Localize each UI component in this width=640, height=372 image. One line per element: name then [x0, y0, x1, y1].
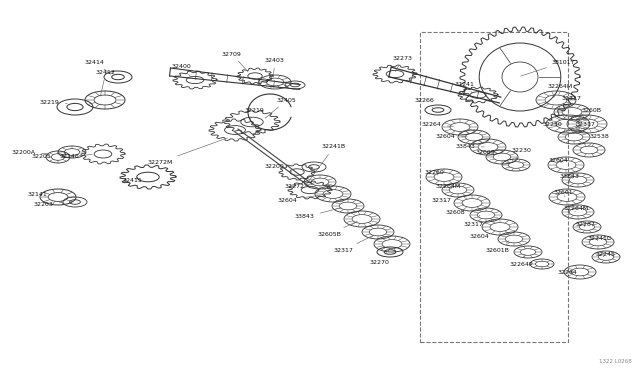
Text: 32264: 32264 — [558, 269, 578, 275]
Text: 32264M: 32264M — [564, 206, 589, 212]
Text: 32317: 32317 — [573, 122, 596, 134]
Text: 32317: 32317 — [464, 215, 484, 227]
Text: 32200A: 32200A — [12, 150, 47, 154]
Text: 32219: 32219 — [40, 99, 67, 105]
Text: 32264P: 32264P — [510, 255, 534, 267]
Text: 32266: 32266 — [415, 97, 435, 109]
Text: 32219: 32219 — [245, 108, 265, 120]
Text: 32604: 32604 — [470, 227, 490, 238]
Text: 33843: 33843 — [560, 173, 580, 179]
Text: 32264M: 32264M — [548, 84, 573, 98]
Text: 1322 L0268: 1322 L0268 — [599, 359, 632, 364]
Text: 32264: 32264 — [422, 122, 453, 126]
Text: 33843: 33843 — [456, 144, 484, 148]
Text: 32601: 32601 — [554, 190, 573, 197]
Text: 32146: 32146 — [60, 154, 92, 160]
Text: 32287: 32287 — [576, 221, 596, 227]
Text: 32260: 32260 — [425, 170, 445, 175]
Text: 32317: 32317 — [432, 198, 452, 202]
Text: 32272: 32272 — [285, 183, 316, 189]
Text: 32241B: 32241B — [307, 144, 346, 184]
Text: 32414: 32414 — [85, 60, 111, 74]
Text: 32264M: 32264M — [436, 183, 461, 189]
Text: 32608: 32608 — [446, 204, 466, 215]
Text: 32203: 32203 — [34, 202, 62, 206]
Text: 32400: 32400 — [172, 64, 192, 76]
Text: 32415: 32415 — [123, 177, 143, 183]
Text: 32709: 32709 — [222, 51, 248, 72]
Text: 32604: 32604 — [278, 195, 325, 202]
Text: 32609: 32609 — [476, 150, 499, 156]
Text: 32605B: 32605B — [318, 221, 358, 237]
Text: 32405: 32405 — [265, 97, 297, 118]
Text: 32538: 32538 — [588, 134, 610, 146]
Text: 32141: 32141 — [28, 192, 54, 196]
Text: 38101Y: 38101Y — [521, 60, 575, 76]
Text: 32241: 32241 — [455, 81, 475, 93]
Text: 32412: 32412 — [96, 70, 116, 95]
Text: 32230: 32230 — [512, 148, 532, 160]
Text: 32272M: 32272M — [148, 138, 227, 164]
Text: 33843: 33843 — [295, 208, 341, 219]
Text: 32270: 32270 — [370, 252, 390, 264]
Text: 32403: 32403 — [265, 58, 285, 77]
Text: 3260B: 3260B — [582, 108, 602, 120]
Text: 32241C: 32241C — [588, 237, 612, 241]
Text: 32200: 32200 — [265, 164, 292, 172]
Text: 32273: 32273 — [393, 55, 413, 71]
Text: 32317: 32317 — [334, 235, 374, 253]
Text: 32604: 32604 — [436, 134, 467, 138]
Text: 32604: 32604 — [549, 157, 569, 163]
Text: 32250: 32250 — [543, 122, 563, 126]
Text: 32205: 32205 — [32, 153, 60, 160]
Text: 32245: 32245 — [596, 251, 616, 257]
Text: 32317: 32317 — [562, 96, 582, 108]
Text: 32601B: 32601B — [486, 241, 510, 253]
